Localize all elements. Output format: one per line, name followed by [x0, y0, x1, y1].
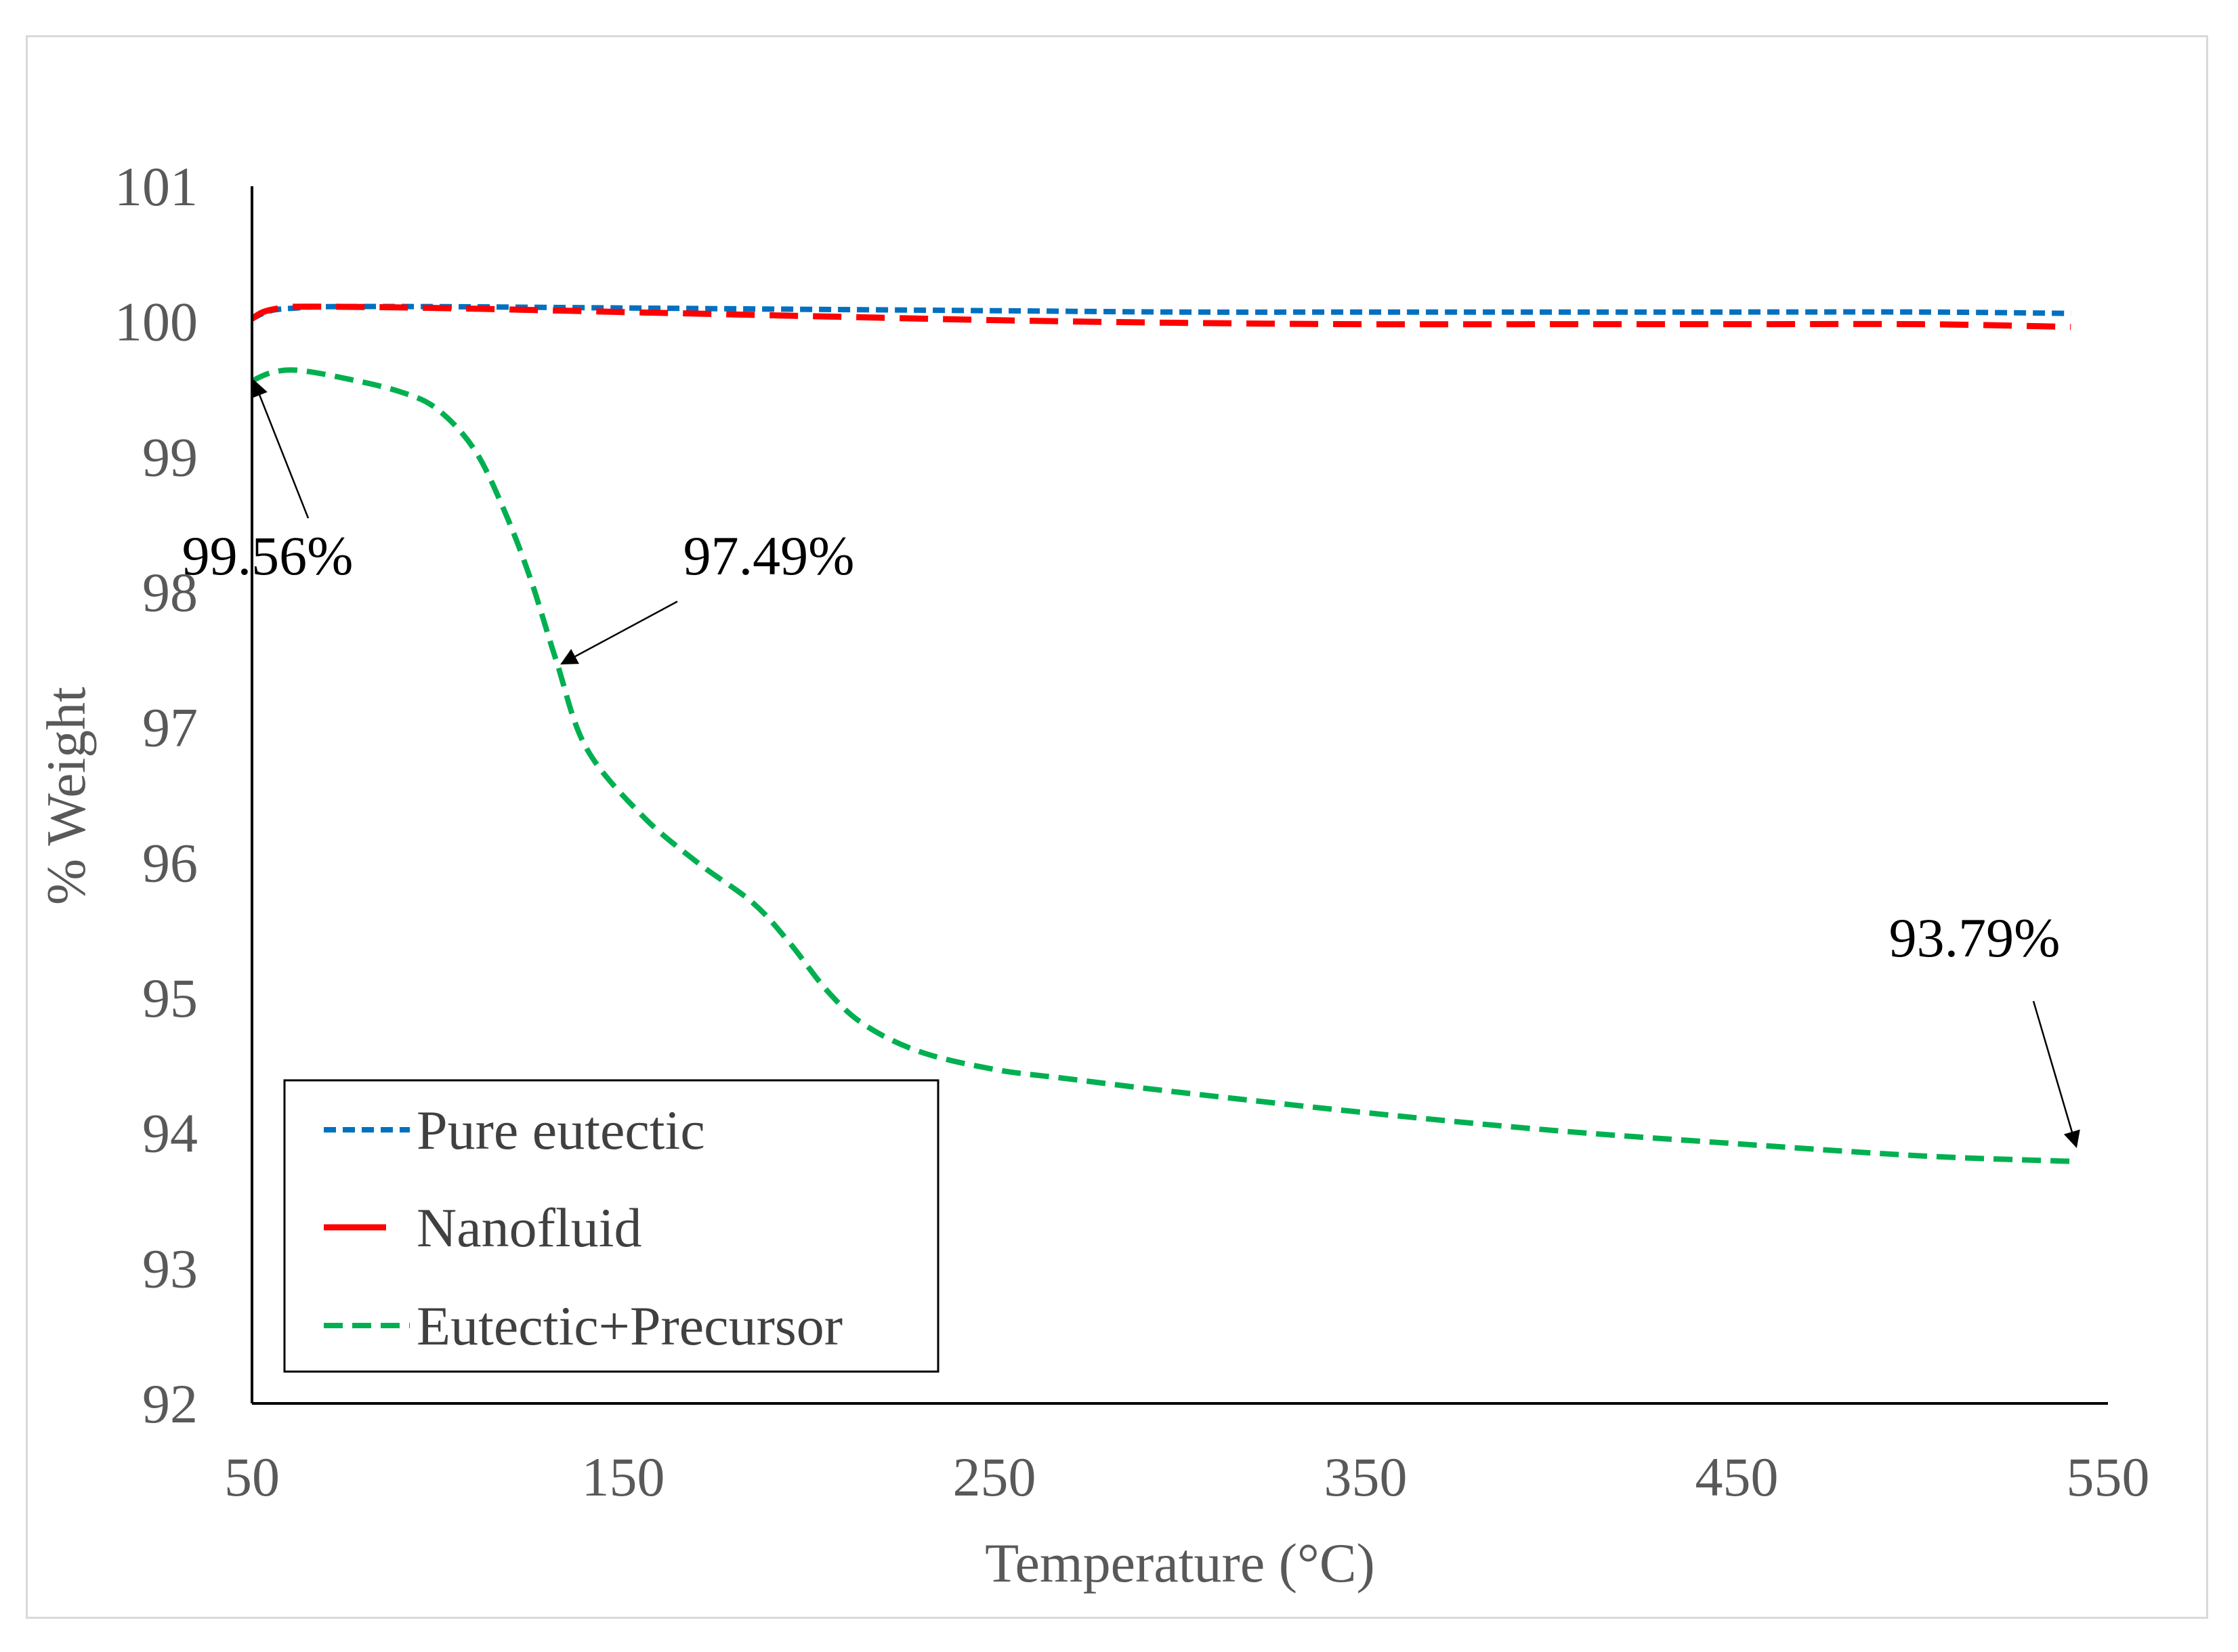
annotation-arrow [251, 379, 310, 519]
y-tick-labels: 92 93 94 95 96 97 98 99 100 101 [114, 156, 198, 1435]
legend-label-nanofluid: Nanofluid [417, 1197, 641, 1258]
legend-label-pure-eutectic: Pure eutectic [417, 1099, 705, 1161]
y-tick-label: 96 [142, 832, 198, 893]
y-tick-label: 95 [142, 967, 198, 1029]
x-axis-title: Temperature (°C) [985, 1532, 1375, 1594]
series-line-pure-eutectic [251, 303, 2071, 322]
series-layer [250, 303, 2071, 1164]
y-tick-label: 98 [142, 562, 198, 623]
series-line-nanofluid [250, 303, 2071, 331]
annotation-label: 99.56% [182, 525, 354, 587]
x-tick-label: 50 [224, 1446, 280, 1508]
annotation-layer: 99.56% 97.49% 93.79% [182, 379, 2080, 1148]
y-axis-title: % Weight [35, 687, 97, 905]
legend: Pure eutectic Nanofluid Eutectic+Precurs… [283, 1079, 939, 1373]
x-tick-labels: 50 150 250 350 450 550 [224, 1446, 2150, 1508]
y-tick-label: 97 [142, 697, 198, 759]
y-tick-label: 99 [142, 426, 198, 488]
annotation-label: 93.79% [1889, 907, 2061, 969]
legend-label-eutectic-precursor: Eutectic+Precursor [417, 1295, 843, 1357]
y-tick-label: 94 [142, 1103, 198, 1164]
annotation-arrow [560, 600, 678, 665]
y-tick-label: 101 [114, 156, 198, 217]
x-tick-label: 350 [1324, 1446, 1408, 1508]
series-line-eutectic-precursor [251, 367, 2071, 1164]
annotation-label: 97.49% [683, 525, 855, 587]
y-tick-label: 92 [142, 1373, 198, 1435]
y-tick-label: 93 [142, 1237, 198, 1299]
x-tick-label: 450 [1695, 1446, 1779, 1508]
x-tick-label: 150 [582, 1446, 665, 1508]
x-tick-label: 550 [2067, 1446, 2150, 1508]
x-tick-label: 250 [953, 1446, 1036, 1508]
y-tick-label: 100 [114, 291, 198, 353]
annotation-arrow [2032, 1000, 2080, 1148]
